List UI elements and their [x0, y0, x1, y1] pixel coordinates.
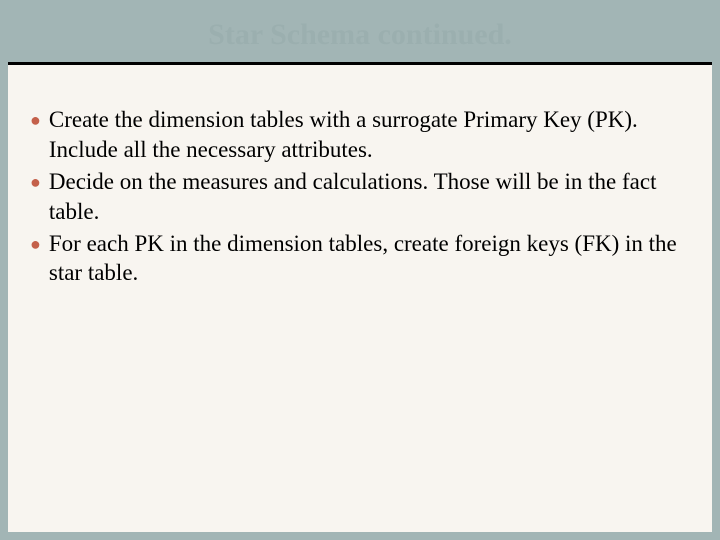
bullet-icon: ●	[30, 171, 41, 194]
bullet-list: ● Create the dimension tables with a sur…	[30, 105, 690, 288]
bullet-text: Create the dimension tables with a surro…	[49, 105, 690, 165]
slide-title: Star Schema continued.	[0, 18, 720, 52]
bullet-text: For each PK in the dimension tables, cre…	[49, 229, 690, 289]
bullet-icon: ●	[30, 233, 41, 256]
list-item: ● Decide on the measures and calculation…	[30, 167, 690, 227]
content-area: ● Create the dimension tables with a sur…	[8, 65, 712, 532]
list-item: ● For each PK in the dimension tables, c…	[30, 229, 690, 289]
list-item: ● Create the dimension tables with a sur…	[30, 105, 690, 165]
slide-container: Star Schema continued. ● Create the dime…	[0, 0, 720, 540]
title-area: Star Schema continued.	[0, 0, 720, 62]
bullet-icon: ●	[30, 109, 41, 132]
bullet-text: Decide on the measures and calculations.…	[49, 167, 690, 227]
